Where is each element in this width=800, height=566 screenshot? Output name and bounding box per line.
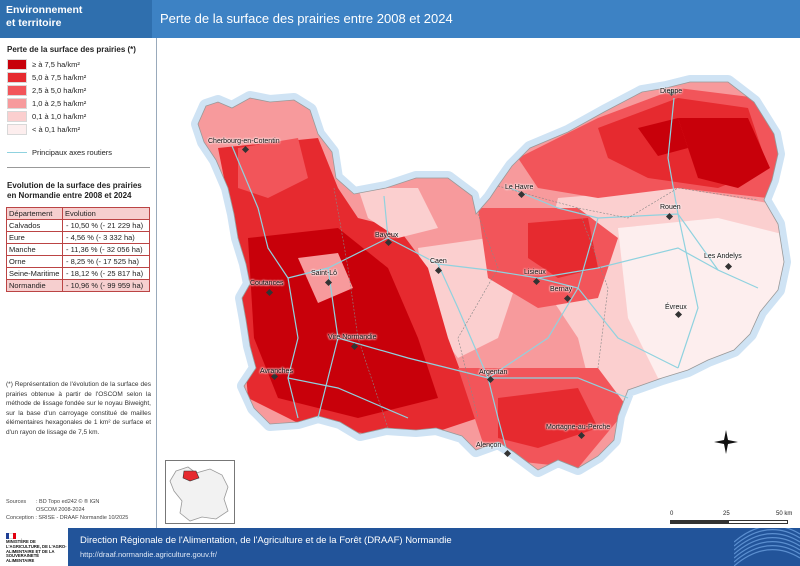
theme-tag-line2: et territoire: [6, 17, 62, 29]
city-label-caen: Caen: [430, 258, 447, 265]
footer-title: Direction Régionale de l'Alimentation, d…: [80, 535, 452, 546]
table-row: Eure - 4,56 % (- 3 332 ha): [6, 231, 150, 244]
legend-item: 0,1 à 1,0 ha/km²: [7, 110, 86, 122]
city-label-saint-lo: Saint-Lô: [311, 270, 338, 277]
value-cell: - 10,50 % (- 21 229 ha): [62, 219, 150, 232]
legend-swatch: [7, 123, 27, 135]
table-header: Evolution: [62, 207, 150, 220]
value-cell: - 18,12 % (- 25 817 ha): [62, 267, 150, 280]
city-label-cherbourg: Cherbourg-en-Cotentin: [208, 138, 280, 145]
sources-label: Sources: [6, 499, 27, 505]
legend-swatch: [7, 84, 27, 96]
city-label-les-andelys: Les Andelys: [704, 253, 742, 260]
city-label-le-havre: Le Havre: [505, 184, 534, 191]
value-cell: - 4,56 % (- 3 332 ha): [62, 231, 150, 244]
legend-swatch: [7, 58, 27, 70]
city-label-rouen: Rouen: [660, 204, 681, 211]
footer-bar: [68, 528, 800, 566]
legend-swatch: [7, 97, 27, 109]
legend-label: 2,5 à 5,0 ha/km²: [32, 85, 87, 95]
city-label-bayeux: Bayeux: [375, 232, 399, 239]
scale-label-max: 50 km: [776, 511, 793, 517]
table-row: Orne - 8,25 % (- 17 525 ha): [6, 255, 150, 268]
region-outline: [197, 81, 785, 471]
dept-cell: Eure: [6, 231, 63, 244]
footer-wave-decoration: [734, 528, 800, 566]
city-label-dieppe: Dieppe: [660, 88, 683, 95]
table-row-total: Normandie - 10,96 % (- 99 959 ha): [6, 279, 150, 292]
republic-flag-icon: [6, 533, 16, 539]
table-row: Calvados - 10,50 % (- 21 229 ha): [6, 219, 150, 232]
scale-label-zero: 0: [670, 511, 674, 517]
legend-swatch: [7, 110, 27, 122]
legend-label: ≥ à 7,5 ha/km²: [32, 59, 80, 69]
table-row: Seine-Maritime - 18,12 % (- 25 817 ha): [6, 267, 150, 280]
city-label-alencon: Alençon: [476, 442, 502, 449]
dept-cell: Orne: [6, 255, 63, 268]
road-line-icon: [7, 151, 27, 153]
ministry-logo-text: MINISTÈRE DE L'AGRICULTURE, DE L'AGRO-AL…: [6, 539, 67, 564]
city-label-bernay: Bernay: [550, 286, 573, 293]
legend-label: < à 0,1 ha/km²: [32, 124, 81, 134]
value-cell: - 11,36 % (- 32 056 ha): [62, 243, 150, 256]
legend-label: 0,1 à 1,0 ha/km²: [32, 111, 87, 121]
sources-line: : BD Topo ed242 © ® IGN: [36, 499, 100, 505]
normandy-map: [191, 75, 791, 477]
legend-item: 2,5 à 5,0 ha/km²: [7, 84, 86, 96]
legend-item: 5,0 à 7,5 ha/km²: [7, 71, 86, 83]
legend-swatch: [7, 71, 27, 83]
evolution-title: Evolution de la surface des prairies en …: [7, 181, 142, 200]
france-outline-icon: [169, 466, 229, 522]
france-inset-map: [165, 460, 235, 524]
divider: [7, 167, 150, 168]
sources-line: OSCOM 2008-2024: [36, 507, 85, 513]
north-arrow-icon: [714, 430, 738, 454]
evolution-table: Département Evolution Calvados - 10,50 %…: [6, 207, 150, 292]
table-row: Manche - 11,36 % (- 32 056 ha): [6, 243, 150, 256]
value-cell: - 10,96 % (- 99 959 ha): [62, 279, 150, 292]
dept-cell: Seine-Maritime: [6, 267, 63, 280]
method-note: (*) Représentation de l'évolution de la …: [6, 381, 151, 436]
sources-line: Conception : SRISE - DRAAF Normandie 10/…: [6, 515, 129, 521]
sources-block: Sources : BD Topo ed242 © ® IGN OSCOM 200…: [6, 498, 128, 522]
side-panel: Perte de la surface des prairies (*) ≥ à…: [0, 38, 157, 528]
value-cell: - 8,25 % (- 17 525 ha): [62, 255, 150, 268]
city-label-evreux: Évreux: [665, 304, 687, 311]
legend-label: 1,0 à 2,5 ha/km²: [32, 98, 87, 108]
legend-title: Perte de la surface des prairies (*): [7, 45, 136, 54]
dept-cell: Normandie: [6, 279, 63, 292]
scale-bar: [670, 520, 788, 524]
legend-item-roads: Principaux axes routiers: [7, 146, 112, 158]
theme-tag-line1: Environnement: [6, 4, 83, 16]
city-label-argentan: Argentan: [479, 369, 508, 376]
density-surface: [198, 82, 784, 470]
city-label-mortagne: Mortagne-au-Perche: [546, 424, 611, 431]
city-label-avranches: Avranches: [260, 368, 293, 375]
city-label-coutances: Coutances: [250, 280, 284, 287]
dept-cell: Calvados: [6, 219, 63, 232]
city-label-lisieux: Lisieux: [524, 269, 546, 276]
legend-label: 5,0 à 7,5 ha/km²: [32, 72, 87, 82]
city-label-vire: Vire Normandie: [328, 334, 377, 341]
department-borders: [333, 185, 759, 429]
footer-url[interactable]: http://draaf.normandie.agriculture.gouv.…: [80, 550, 218, 559]
main-roads: [231, 97, 759, 449]
table-header: Département: [6, 207, 63, 220]
legend-label: Principaux axes routiers: [32, 147, 113, 157]
dept-cell: Manche: [6, 243, 63, 256]
scale-label-mid: 25: [723, 511, 730, 517]
theme-tag: Environnement et territoire: [0, 0, 152, 38]
legend-item: 1,0 à 2,5 ha/km²: [7, 97, 86, 109]
legend-item: ≥ à 7,5 ha/km²: [7, 58, 80, 70]
map-title: Perte de la surface des prairies entre 2…: [160, 11, 453, 26]
legend-item: < à 0,1 ha/km²: [7, 123, 80, 135]
